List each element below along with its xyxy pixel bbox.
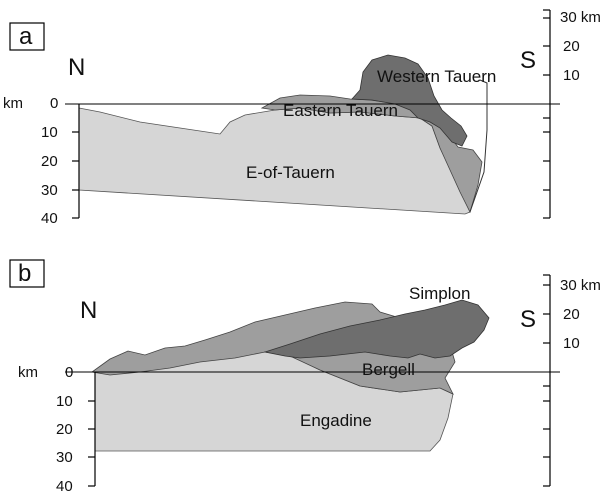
tick-label: 10 xyxy=(41,124,58,141)
tick-label: 0 xyxy=(50,95,58,112)
panel-a-label-box xyxy=(9,22,45,51)
tick-label: 0 xyxy=(65,364,73,381)
left-depth-axis xyxy=(88,372,96,487)
western-tauern-label: Western Tauern xyxy=(377,67,496,86)
tick-label: 10 xyxy=(56,393,73,410)
engadine-label: Engadine xyxy=(300,411,372,430)
slab-edge-line xyxy=(469,79,488,213)
simplon-unit xyxy=(263,299,490,359)
e-of-tauern-unit xyxy=(78,107,471,215)
panel-a: km 0 10 20 30 40 30 km 20 10 a N S Weste… xyxy=(3,9,601,227)
north-label: N xyxy=(68,54,85,81)
tick-label: 30 xyxy=(41,182,58,199)
tick-label: 10 xyxy=(563,335,580,352)
e-of-tauern-label: E-of-Tauern xyxy=(246,163,335,182)
simplon-label: Simplon xyxy=(409,284,470,303)
tick-label: 30 xyxy=(56,449,73,466)
right-scale-axis xyxy=(543,9,551,219)
tick-label: 20 xyxy=(563,306,580,323)
right-scale-axis xyxy=(543,274,551,487)
left-axis-unit: km xyxy=(18,364,38,381)
panel-a-label: a xyxy=(19,23,33,50)
tick-label: 10 xyxy=(563,67,580,84)
panel-b: km 0 10 20 30 40 30 km 20 10 b N S Simpl… xyxy=(9,259,601,495)
south-label: S xyxy=(520,47,536,74)
south-label: S xyxy=(520,306,536,333)
tick-label: 40 xyxy=(41,210,58,227)
panel-b-label: b xyxy=(18,260,31,287)
north-label: N xyxy=(80,297,97,324)
left-depth-axis xyxy=(72,104,80,219)
tick-label: 20 xyxy=(56,421,73,438)
panel-b-label-box xyxy=(9,259,45,288)
right-axis-unit: 30 km xyxy=(560,277,601,294)
tick-label: 20 xyxy=(41,153,58,170)
left-axis-unit: km xyxy=(3,95,23,112)
bergell-label: Bergell xyxy=(362,360,415,379)
right-axis-unit: 30 km xyxy=(560,9,601,26)
tick-label: 40 xyxy=(56,478,73,493)
eastern-tauern-label: Eastern Tauern xyxy=(283,101,398,120)
western-tauern-unit xyxy=(351,54,468,147)
tick-label: 20 xyxy=(563,38,580,55)
